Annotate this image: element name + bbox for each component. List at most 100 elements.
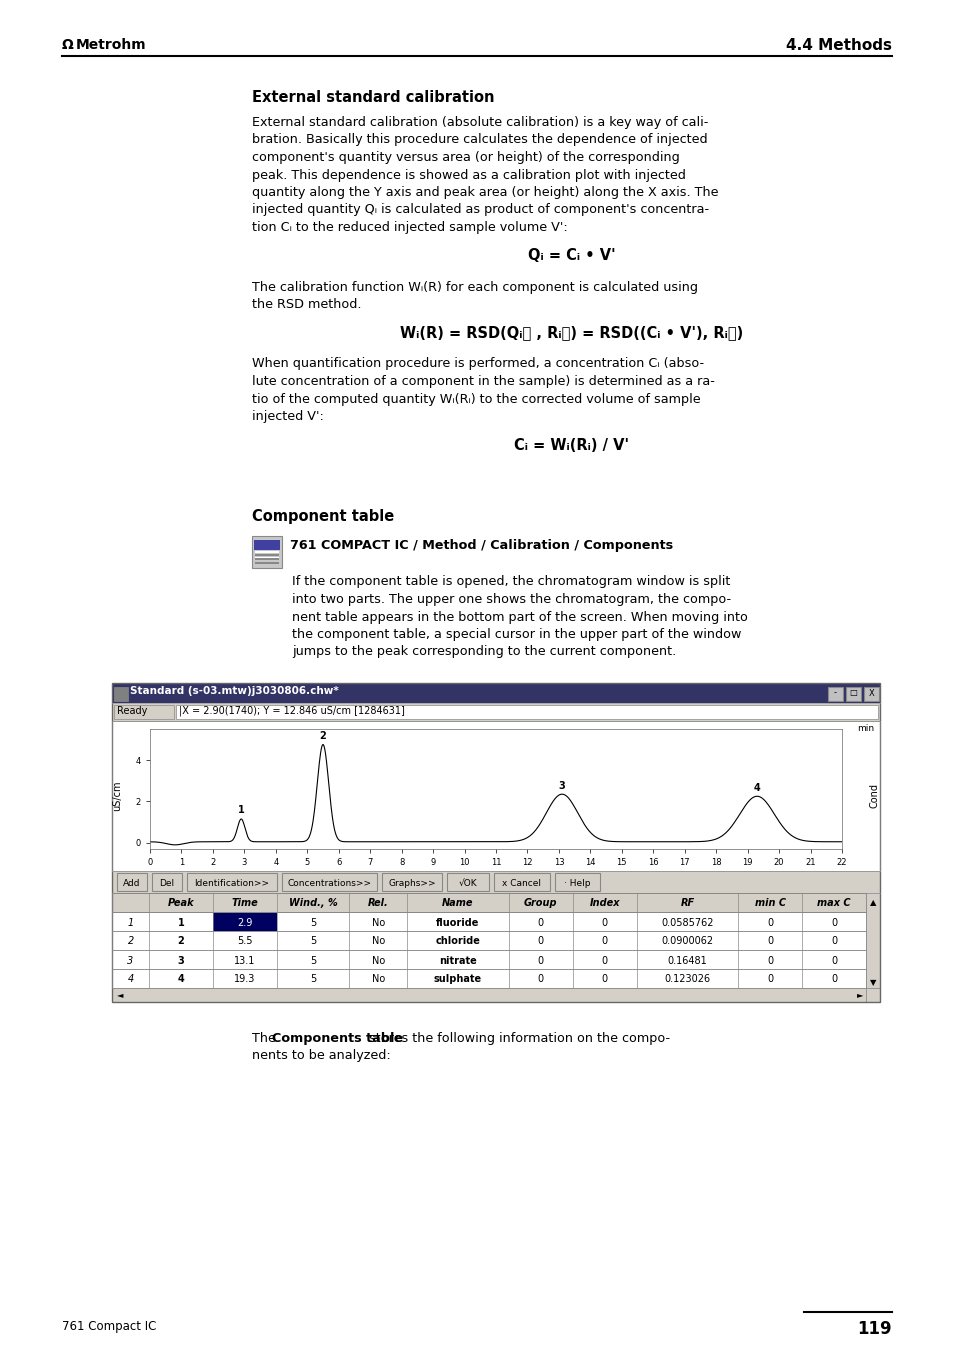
Text: nent table appears in the bottom part of the screen. When moving into: nent table appears in the bottom part of… (292, 611, 747, 624)
Text: 761 Compact IC: 761 Compact IC (62, 1320, 156, 1333)
Text: 0: 0 (537, 974, 543, 985)
Bar (175, 705, 877, 719)
Bar (113, 705, 173, 719)
Text: Components table: Components table (272, 1032, 403, 1046)
Text: Identification>>: Identification>> (194, 878, 270, 888)
Bar (213, 912, 276, 931)
Bar (254, 557, 278, 558)
Text: 0: 0 (766, 974, 773, 985)
Bar (112, 871, 879, 893)
Text: Add: Add (123, 878, 141, 888)
Bar (254, 551, 278, 553)
Text: injected V':: injected V': (252, 409, 323, 423)
Text: 0.123026: 0.123026 (663, 974, 710, 985)
Text: Graphs>>: Graphs>> (388, 878, 436, 888)
Text: bration. Basically this procedure calculates the dependence of injected: bration. Basically this procedure calcul… (252, 134, 707, 146)
Text: jumps to the peak corresponding to the current component.: jumps to the peak corresponding to the c… (292, 646, 676, 658)
Text: Concentrations>>: Concentrations>> (287, 878, 371, 888)
Text: 3: 3 (128, 955, 133, 966)
Text: ▼: ▼ (869, 978, 876, 988)
Text: quantity along the Y axis and peak area (or height) along the X axis. The: quantity along the Y axis and peak area … (252, 186, 718, 199)
Text: 3: 3 (177, 955, 184, 966)
Bar (254, 554, 278, 555)
Text: 4: 4 (753, 784, 760, 793)
Text: component's quantity versus area (or height) of the corresponding: component's quantity versus area (or hei… (252, 151, 679, 163)
Bar (112, 721, 879, 871)
Text: 0: 0 (830, 974, 837, 985)
Text: injected quantity Qᵢ is calculated as product of component's concentra-: injected quantity Qᵢ is calculated as pr… (252, 204, 708, 216)
Bar (112, 684, 879, 1002)
Text: the RSD method.: the RSD method. (252, 299, 361, 311)
Text: 5.5: 5.5 (237, 936, 253, 947)
FancyBboxPatch shape (555, 873, 599, 892)
Text: □: □ (849, 689, 857, 697)
Text: Standard (s-03.mtw)j3030806.chw*: Standard (s-03.mtw)j3030806.chw* (130, 686, 338, 696)
Bar (254, 558, 278, 559)
Text: ◄: ◄ (116, 990, 123, 1000)
Text: fluoride: fluoride (436, 917, 479, 928)
Text: The: The (252, 1032, 279, 1046)
Text: External standard calibration (absolute calibration) is a key way of cali-: External standard calibration (absolute … (252, 116, 708, 128)
Text: Group: Group (523, 898, 557, 908)
Text: into two parts. The upper one shows the chromatogram, the compo-: into two parts. The upper one shows the … (292, 593, 730, 607)
Text: 5: 5 (310, 974, 315, 985)
Text: The calibration function Wᵢ(R) for each component is calculated using: The calibration function Wᵢ(R) for each … (252, 281, 698, 293)
FancyBboxPatch shape (152, 873, 182, 892)
Text: tion Cᵢ to the reduced injected sample volume V':: tion Cᵢ to the reduced injected sample v… (252, 222, 567, 234)
Text: 2.9: 2.9 (237, 917, 253, 928)
FancyBboxPatch shape (282, 873, 376, 892)
Text: 761 COMPACT IC / Method / Calibration / Components: 761 COMPACT IC / Method / Calibration / … (290, 539, 673, 553)
Bar (112, 969, 865, 988)
Text: · Help: · Help (563, 878, 590, 888)
Text: When quantification procedure is performed, a concentration Cᵢ (abso-: When quantification procedure is perform… (252, 358, 703, 370)
Bar (112, 703, 879, 721)
Text: 2: 2 (177, 936, 184, 947)
Text: the component table, a special cursor in the upper part of the window: the component table, a special cursor in… (292, 628, 740, 640)
FancyBboxPatch shape (381, 873, 441, 892)
Text: ▲: ▲ (869, 898, 876, 908)
Text: 1: 1 (237, 805, 244, 815)
Text: Index: Index (589, 898, 619, 908)
Text: Time: Time (232, 898, 258, 908)
Bar (112, 912, 865, 931)
Text: 0: 0 (766, 936, 773, 947)
Text: sulphate: sulphate (434, 974, 481, 985)
Text: 1: 1 (177, 917, 184, 928)
Text: X: X (868, 689, 874, 697)
Text: Cond: Cond (869, 784, 879, 808)
Text: max C: max C (817, 898, 850, 908)
Text: 13.1: 13.1 (234, 955, 255, 966)
Text: 0: 0 (766, 917, 773, 928)
Text: x Cancel: x Cancel (502, 878, 541, 888)
Text: Ω: Ω (62, 38, 73, 51)
Text: lute concentration of a component in the sample) is determined as a ra-: lute concentration of a component in the… (252, 376, 714, 388)
Text: Ready: Ready (117, 707, 147, 716)
Text: -: - (833, 689, 836, 697)
Text: Name: Name (442, 898, 474, 908)
Bar (254, 554, 278, 555)
Bar (112, 931, 865, 950)
Text: min C: min C (754, 898, 785, 908)
Text: If the component table is opened, the chromatogram window is split: If the component table is opened, the ch… (292, 576, 730, 589)
Text: 0: 0 (537, 936, 543, 947)
Text: 4: 4 (177, 974, 184, 985)
Text: No: No (372, 936, 384, 947)
Text: Del: Del (159, 878, 174, 888)
Text: stores the following information on the compo-: stores the following information on the … (365, 1032, 669, 1046)
Text: Wᵢ(R) = RSD(QᵢⰬ , RᵢⰬ) = RSD((Cᵢ • V'), RᵢⰬ): Wᵢ(R) = RSD(QᵢⰬ , RᵢⰬ) = RSD((Cᵢ • V'), … (400, 326, 742, 340)
Bar (112, 988, 865, 1002)
Text: 2: 2 (319, 731, 326, 742)
Text: ►: ► (856, 990, 862, 1000)
Text: uS/cm: uS/cm (112, 781, 122, 811)
Text: 0: 0 (537, 955, 543, 966)
Text: 0: 0 (601, 917, 607, 928)
Bar (845, 688, 861, 701)
Text: 0: 0 (601, 955, 607, 966)
Bar (827, 688, 842, 701)
Bar (254, 562, 278, 563)
Text: 3: 3 (558, 781, 565, 792)
Text: Metrohm: Metrohm (76, 38, 147, 51)
Text: chloride: chloride (436, 936, 480, 947)
Bar (865, 988, 879, 1002)
Bar (863, 688, 878, 701)
